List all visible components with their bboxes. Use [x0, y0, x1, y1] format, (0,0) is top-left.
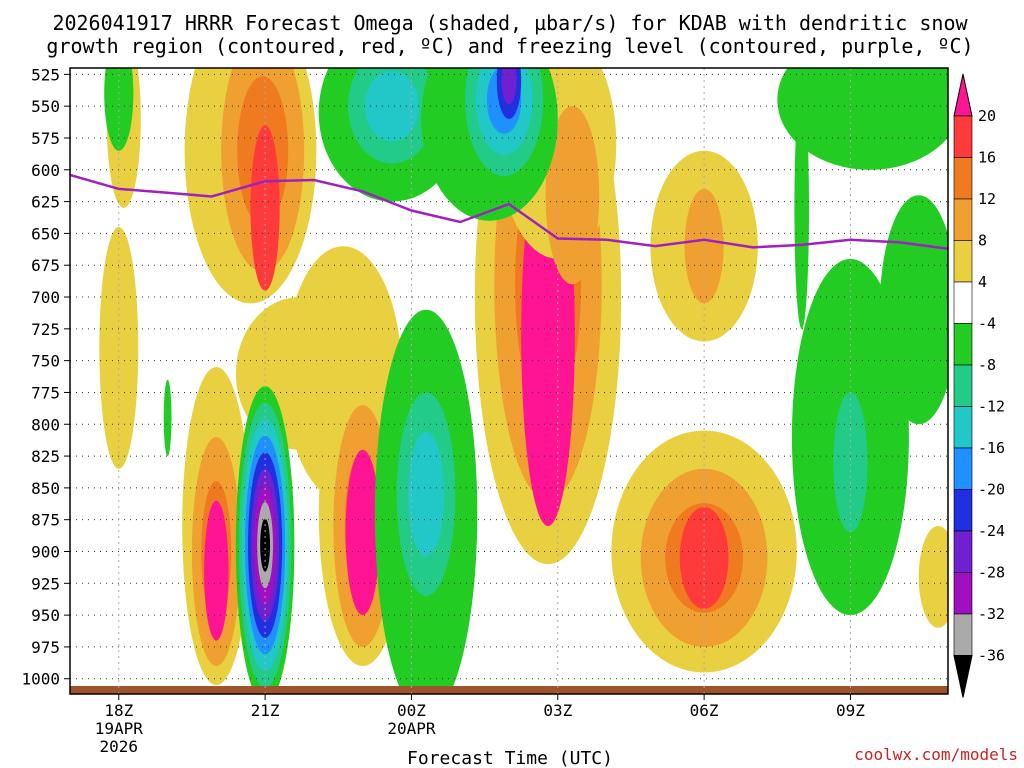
colorbar-label-20: 20	[978, 107, 996, 125]
colorbar-label--12: -12	[978, 398, 1005, 416]
x-tick-label-00Z: 00Z	[397, 701, 426, 720]
y-tick-label-600: 600	[31, 161, 60, 180]
colorbar-segment-12	[953, 572, 973, 615]
x-tick-date-00Z: 20APR	[387, 719, 436, 738]
terrain-ground	[70, 686, 948, 694]
colorbar-label--24: -24	[978, 522, 1005, 540]
y-tick-label-725: 725	[31, 320, 60, 339]
x-axis-label: Forecast Time (UTC)	[407, 748, 613, 768]
x-tick-label-03Z: 03Z	[543, 701, 572, 720]
x-tick-date-18Z: 19APR	[95, 719, 144, 738]
y-tick-label-825: 825	[31, 447, 60, 466]
omega-neg-blob-14-level--4	[794, 87, 809, 329]
omega-neg-blob-9-level--36	[260, 518, 270, 572]
x-tick-label-21Z: 21Z	[251, 701, 280, 720]
freezing-level-layer	[70, 173, 948, 250]
colorbar-segment-10	[953, 489, 973, 532]
y-tick-label-775: 775	[31, 383, 60, 402]
plot-frame	[69, 67, 949, 695]
y-tick-label-650: 650	[31, 224, 60, 243]
omega-pos-blob-22-level-16	[679, 507, 729, 609]
colorbar-segment-2	[953, 157, 973, 200]
y-tick-label-800: 800	[31, 415, 60, 434]
y-tick-label-925: 925	[31, 574, 60, 593]
colorbar-label-12: 12	[978, 190, 996, 208]
colorbar-label--20: -20	[978, 481, 1005, 499]
y-tick-label-900: 900	[31, 542, 60, 561]
colorbar-bottom-arrow	[953, 655, 973, 698]
x-tick-year-18Z: 2026	[100, 737, 139, 756]
omega-neg-blob-8-level--4	[163, 379, 172, 457]
colorbar-label-8: 8	[978, 232, 987, 250]
x-tick-label-06Z: 06Z	[690, 701, 719, 720]
x-tick-label-18Z: 18Z	[104, 701, 133, 720]
omega-pos-blob-9-level-20	[204, 500, 229, 641]
colorbar-segment-6	[953, 323, 973, 366]
omega-pos-blob-23-level-4	[918, 526, 948, 628]
omega-pos-blob-19-level-8	[684, 188, 724, 304]
colorbar-label-16: 16	[978, 149, 996, 167]
y-tick-label-575: 575	[31, 129, 60, 148]
colorbar-segment-3	[953, 198, 973, 241]
omega-neg-blob-4-level--24	[501, 68, 517, 105]
colorbar-segment-7	[953, 364, 973, 407]
omega-neg-blob-5-level--4	[104, 68, 134, 151]
colorbar-label--28: -28	[978, 564, 1005, 582]
omega-neg-blob-7-level--12	[408, 431, 445, 557]
y-tick-label-975: 975	[31, 638, 60, 657]
grid-lines	[70, 68, 948, 694]
credit-text: coolwx.com/models	[854, 745, 1018, 764]
omega-neg-blob-11-level--8	[833, 392, 868, 533]
omega-neg-blob-13-level--4	[777, 68, 948, 170]
y-axis: 525 550 575 600 625 650 675 700 725 750 775 800 825 8…	[21, 65, 70, 689]
omega-pos-blob-6-level-4	[99, 227, 139, 469]
colorbar-segment-1	[953, 115, 973, 158]
y-tick-label-850: 850	[31, 479, 60, 498]
y-tick-label-550: 550	[31, 97, 60, 116]
colorbar-segment-8	[953, 406, 973, 449]
freezing-level-line	[70, 173, 948, 250]
colorbar-segment-4	[953, 240, 973, 283]
y-tick-label-675: 675	[31, 256, 60, 275]
colorbar-label--8: -8	[978, 356, 996, 374]
colorbar: 20 16 12 8 4 -4 -8 -12 -16 -20 -24 -28 -32 -36	[953, 73, 1005, 698]
chart-title-line-1: 2026041917 HRRR Forecast Omega (shaded, …	[52, 11, 968, 35]
y-tick-label-700: 700	[31, 288, 60, 307]
colorbar-label--36: -36	[978, 647, 1005, 665]
colorbar-top-arrow	[953, 73, 973, 117]
omega-neg-blob-12-level--4	[879, 195, 948, 425]
chart-title-line-2: growth region (contoured, red, ºC) and f…	[46, 34, 973, 58]
colorbar-label--4: -4	[978, 315, 996, 333]
x-tick-label-09Z: 09Z	[836, 701, 865, 720]
y-tick-label-950: 950	[31, 606, 60, 625]
y-tick-label-525: 525	[31, 65, 60, 84]
colorbar-label--16: -16	[978, 439, 1005, 457]
colorbar-segment-5	[953, 281, 973, 324]
omega-shaded-field	[99, 68, 948, 694]
colorbar-label-4: 4	[978, 273, 987, 291]
colorbar-segment-13	[953, 613, 973, 656]
y-tick-label-750: 750	[31, 352, 60, 371]
colorbar-label--32: -32	[978, 605, 1005, 623]
y-tick-label-875: 875	[31, 511, 60, 530]
omega-neg-blob-1-level--12	[364, 71, 419, 142]
omega-pos-blob-12-level-20	[345, 449, 380, 616]
colorbar-segment-11	[953, 530, 973, 573]
colorbar-segment-9	[953, 447, 973, 490]
y-tick-label-625: 625	[31, 193, 60, 212]
y-tick-label-1000: 1000	[21, 670, 60, 689]
